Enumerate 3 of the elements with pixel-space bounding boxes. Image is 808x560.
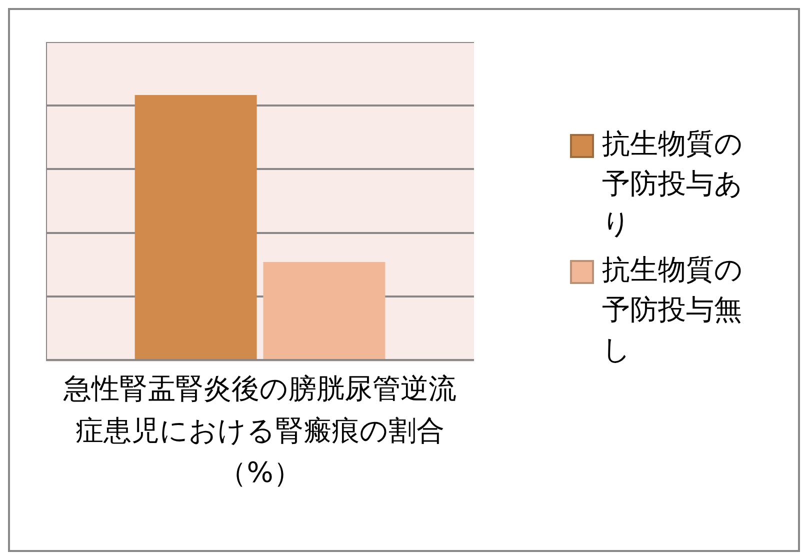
legend-label: 抗生物質の予防投与あり bbox=[602, 126, 744, 242]
legend-label: 抗生物質の予防投与無し bbox=[602, 252, 744, 368]
text: 急性腎盂腎炎後の膀胱尿管逆流症患児における腎瘢痕の割合（%） bbox=[62, 371, 458, 491]
